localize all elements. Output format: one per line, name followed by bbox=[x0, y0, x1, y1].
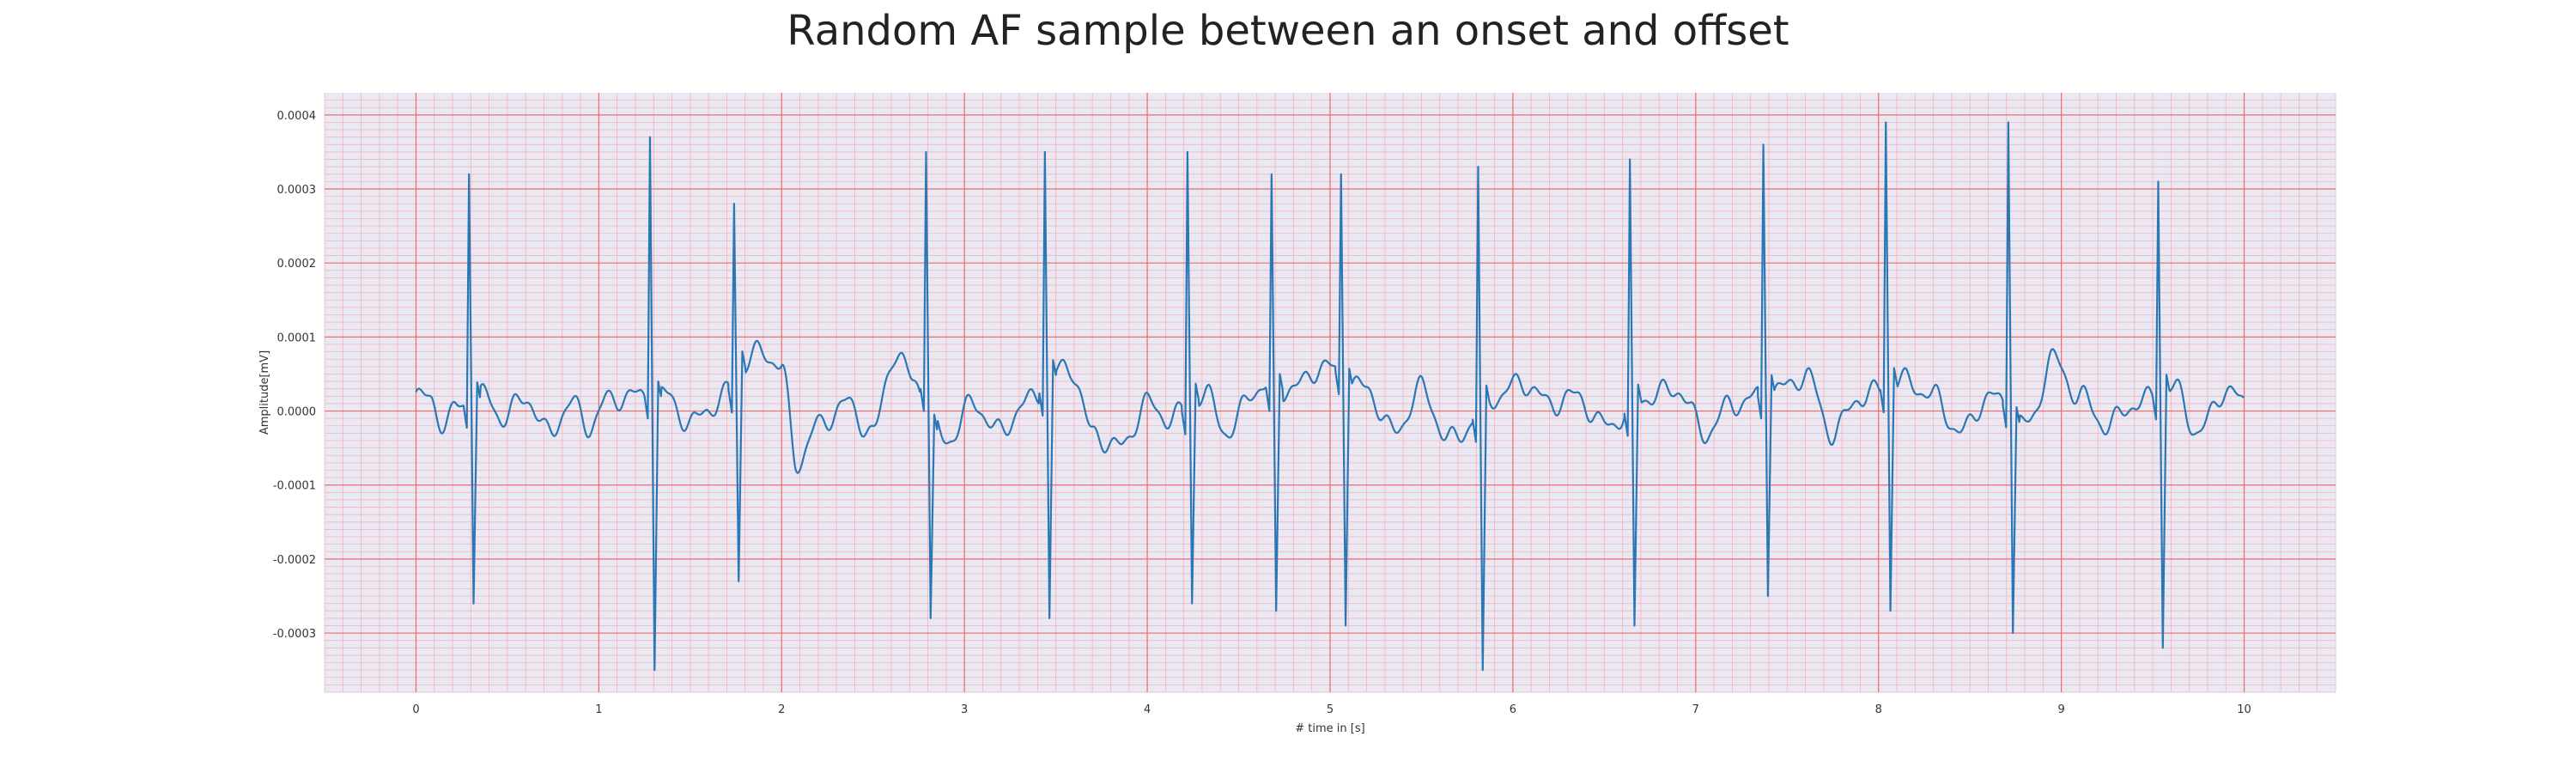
y-tick-label: 0.0001 bbox=[277, 332, 317, 344]
x-tick-label: 10 bbox=[2237, 703, 2251, 716]
x-axis-label: # time in [s] bbox=[1295, 722, 1364, 735]
y-axis-label: Amplitude[mV] bbox=[258, 350, 271, 435]
x-tick-label: 6 bbox=[1510, 703, 1516, 716]
x-tick-label: 0 bbox=[412, 703, 419, 716]
x-tick-label: 2 bbox=[778, 703, 785, 716]
x-tick-label: 3 bbox=[961, 703, 968, 716]
y-tick-label: 0.0000 bbox=[277, 406, 317, 419]
x-tick-label: 5 bbox=[1327, 703, 1334, 716]
y-tick-label: -0.0001 bbox=[273, 480, 316, 493]
x-tick-label: 9 bbox=[2057, 703, 2064, 716]
y-tick-label: -0.0003 bbox=[273, 628, 316, 641]
y-tick-label: 0.0004 bbox=[277, 110, 317, 123]
x-tick-labels: 0 1 2 3 4 5 6 7 8 9 10 bbox=[412, 703, 2251, 716]
y-tick-label: 0.0002 bbox=[277, 258, 317, 271]
signal-line bbox=[415, 121, 2245, 672]
y-tick-label: 0.0003 bbox=[277, 184, 317, 197]
y-tick-labels: 0.0004 0.0003 0.0002 0.0001 0.0000 -0.0001 -0.… bbox=[273, 110, 316, 641]
chart-title: Random AF sample between an onset and of… bbox=[787, 7, 1789, 55]
x-tick-label: 4 bbox=[1144, 703, 1151, 716]
x-tick-label: 8 bbox=[1875, 703, 1882, 716]
x-tick-label: 7 bbox=[1692, 703, 1699, 716]
y-tick-label: -0.0002 bbox=[273, 554, 316, 567]
x-tick-label: 1 bbox=[595, 703, 602, 716]
major-grid bbox=[325, 93, 2336, 692]
